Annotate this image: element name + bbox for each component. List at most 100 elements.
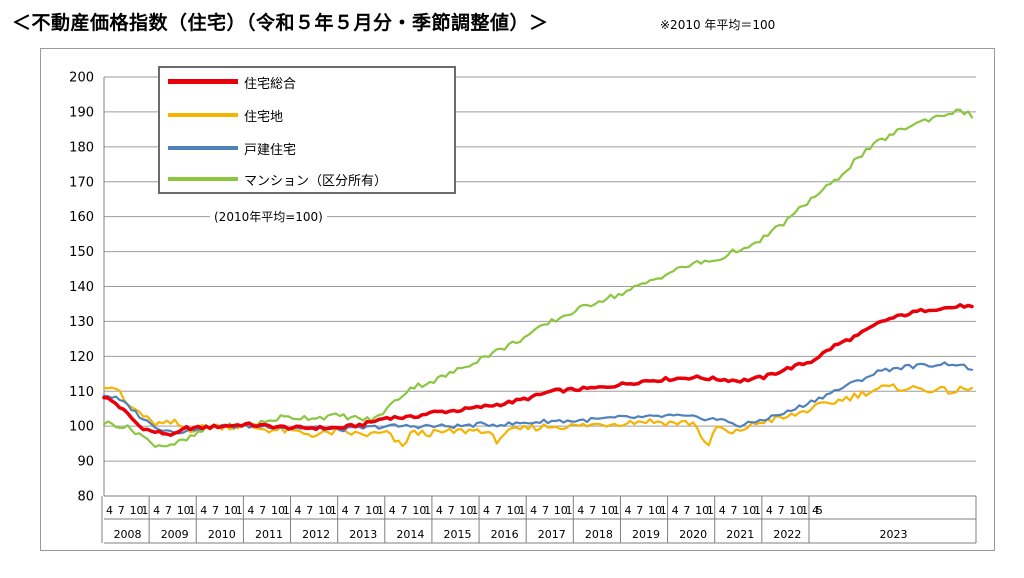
- month-tick-label: 1: [330, 504, 337, 517]
- year-label: 2009: [161, 528, 189, 541]
- y-tick-label: 190: [69, 105, 94, 120]
- month-tick-label: 4: [719, 504, 726, 517]
- month-tick-label: 4: [577, 504, 584, 517]
- month-tick-label: 4: [295, 504, 302, 517]
- y-tick-label: 150: [69, 245, 94, 260]
- month-tick-label: 1: [283, 504, 290, 517]
- month-tick-label: 1: [613, 504, 620, 517]
- legend-label: 住宅地: [244, 110, 284, 125]
- legend-label: 戸建住宅: [244, 143, 297, 158]
- month-tick-label: 1: [518, 504, 525, 517]
- month-tick-label: 7: [448, 504, 455, 517]
- month-tick-label: 4: [153, 504, 160, 517]
- month-tick-label: 10: [554, 504, 568, 517]
- legend-swatch-land: [168, 113, 238, 117]
- year-label: 2013: [349, 528, 377, 541]
- y-tick-label: 170: [69, 175, 94, 190]
- month-tick-label: 1: [660, 504, 667, 517]
- month-tick-label: 7: [165, 504, 172, 517]
- year-label: 2022: [773, 528, 801, 541]
- month-tick-label: 7: [542, 504, 549, 517]
- y-tick-label: 140: [69, 280, 94, 295]
- month-tick-label: 10: [365, 504, 379, 517]
- month-tick-label: 10: [695, 504, 709, 517]
- year-label: 2012: [302, 528, 330, 541]
- year-label: 2008: [114, 528, 142, 541]
- month-tick-label: 4: [436, 504, 443, 517]
- month-tick-label: 1: [471, 504, 478, 517]
- chart-title: ＜不動産価格指数（住宅）（令和５年５月分・季節調整値）＞: [12, 12, 549, 34]
- year-label: 2015: [443, 528, 471, 541]
- year-label: 2011: [255, 528, 283, 541]
- month-tick-label: 1: [754, 504, 761, 517]
- month-tick-label: 7: [212, 504, 219, 517]
- year-label: 2014: [396, 528, 424, 541]
- month-tick-label: 4: [530, 504, 537, 517]
- month-tick-label: 7: [589, 504, 596, 517]
- month-tick-label: 4: [342, 504, 349, 517]
- month-tick-label: 10: [459, 504, 473, 517]
- month-tick-label: 10: [130, 504, 144, 517]
- month-tick-label: 7: [118, 504, 125, 517]
- month-tick-label: 1: [707, 504, 714, 517]
- year-label: 2010: [208, 528, 236, 541]
- month-tick-label: 10: [789, 504, 803, 517]
- legend-swatch-detached-house: [168, 146, 238, 150]
- legend-item-condominium: マンション（区分所有）: [166, 169, 446, 189]
- y-tick-label: 100: [69, 420, 94, 435]
- month-tick-label: 10: [271, 504, 285, 517]
- month-tick-label: 4: [247, 504, 254, 517]
- chart-base-note: (2010年平均=100): [210, 208, 327, 225]
- month-tick-label: 7: [353, 504, 360, 517]
- y-tick-label: 200: [69, 71, 94, 86]
- month-tick-label: 4: [389, 504, 396, 517]
- legend-swatch-residential-total: [168, 79, 238, 84]
- month-tick-label: 7: [778, 504, 785, 517]
- month-tick-label: 7: [730, 504, 737, 517]
- month-tick-label: 1: [236, 504, 243, 517]
- month-tick-label: 10: [601, 504, 615, 517]
- month-tick-label: 7: [306, 504, 313, 517]
- month-tick-label: 4: [200, 504, 207, 517]
- year-label: 2021: [726, 528, 754, 541]
- month-tick-label: 4: [766, 504, 773, 517]
- month-tick-label: 7: [683, 504, 690, 517]
- y-tick-label: 90: [77, 455, 94, 470]
- month-tick-label: 10: [177, 504, 191, 517]
- month-tick-label: 7: [636, 504, 643, 517]
- legend-swatch-condominium: [168, 177, 238, 181]
- month-tick-label: 1: [377, 504, 384, 517]
- year-label: 2016: [491, 528, 519, 541]
- legend-item-detached-house: 戸建住宅: [166, 138, 446, 158]
- series-line-detached-house: [102, 361, 974, 435]
- legend-item-land: 住宅地: [166, 105, 446, 125]
- month-tick-label: 10: [412, 504, 426, 517]
- y-tick-label: 160: [69, 210, 94, 225]
- month-tick-label: 10: [507, 504, 521, 517]
- month-tick-label: 4: [812, 504, 819, 517]
- legend-label: マンション（区分所有）: [244, 174, 388, 189]
- month-tick-label: 4: [624, 504, 631, 517]
- y-tick-label: 80: [77, 490, 94, 505]
- legend-label: 住宅総合: [244, 77, 297, 92]
- month-tick-label: 7: [495, 504, 502, 517]
- month-tick-label: 10: [224, 504, 238, 517]
- year-label: 2019: [632, 528, 660, 541]
- month-tick-label: 1: [566, 504, 573, 517]
- month-tick-label: 7: [401, 504, 408, 517]
- year-label: 2023: [879, 528, 907, 541]
- series-line-residential-total: [102, 303, 974, 437]
- month-tick-label: 1: [188, 504, 195, 517]
- y-tick-label: 130: [69, 315, 94, 330]
- month-tick-label: 10: [648, 504, 662, 517]
- base-year-note: ※2010 年平均＝100: [660, 18, 776, 32]
- month-tick-label: 7: [259, 504, 266, 517]
- y-tick-label: 110: [69, 385, 94, 400]
- legend-item-residential-total: 住宅総合: [166, 72, 446, 92]
- month-tick-label: 5: [816, 504, 823, 517]
- legend: 住宅総合 住宅地 戸建住宅 マンション（区分所有）: [158, 66, 456, 194]
- month-tick-label: 1: [424, 504, 431, 517]
- y-tick-label: 180: [69, 140, 94, 155]
- month-tick-label: 4: [106, 504, 113, 517]
